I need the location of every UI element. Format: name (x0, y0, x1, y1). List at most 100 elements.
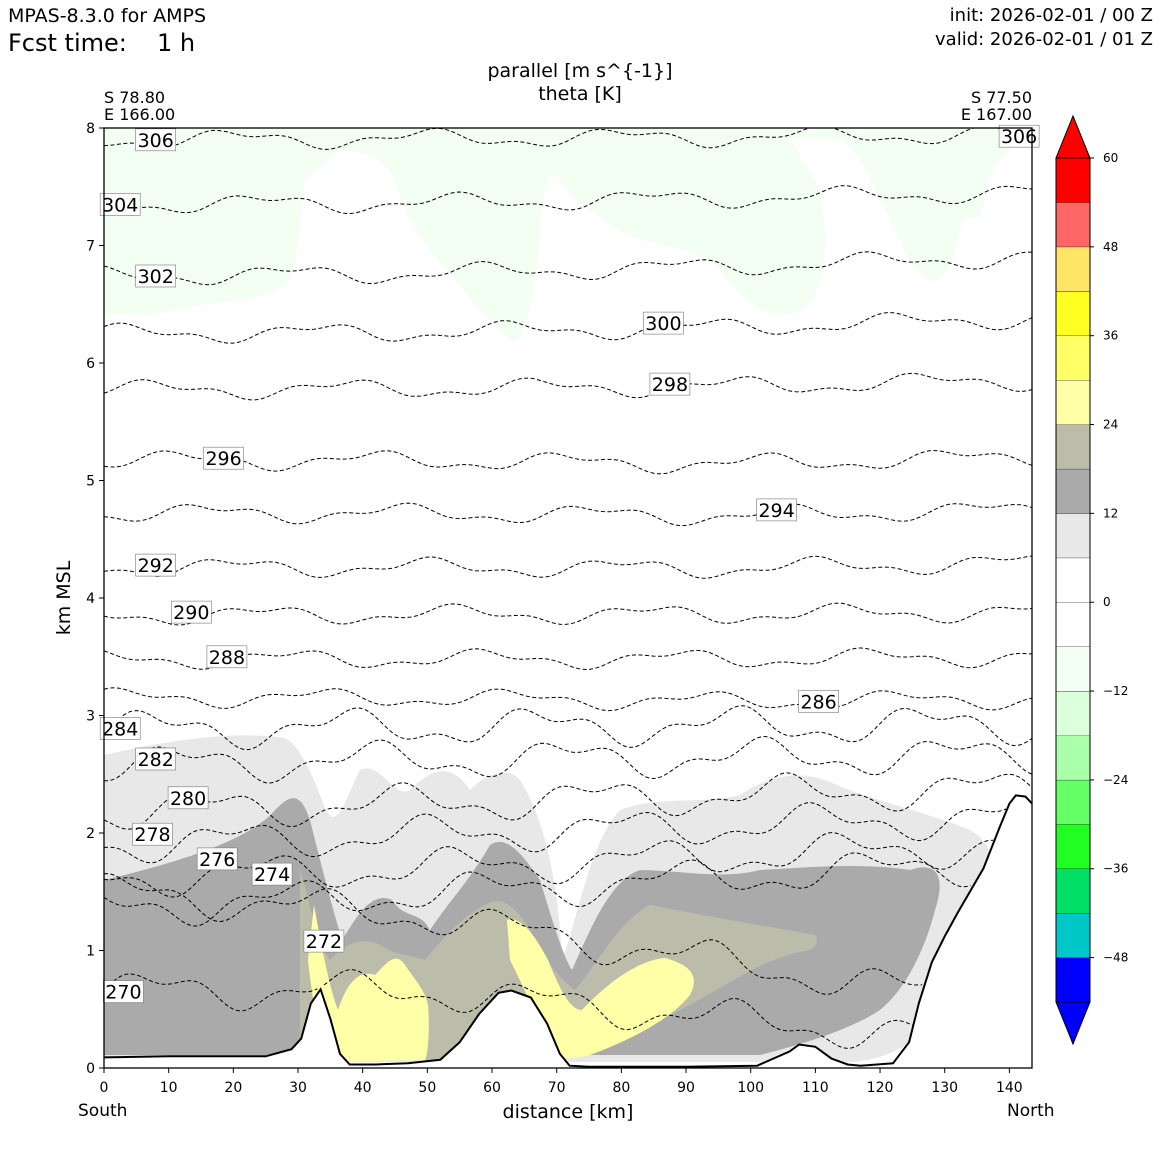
chart-subtitle: theta [K] (538, 83, 622, 105)
colorbar-tick-label: 60 (1103, 151, 1118, 165)
x-axis: 0 10 20 30 40 50 60 70 80 90 100 110 120 130 140 (100, 1068, 1023, 1096)
theta-label-text: 306 (138, 130, 174, 152)
end-latitude: S 77.50 (970, 88, 1032, 107)
x-tick-label: 140 (996, 1080, 1023, 1096)
start-longitude: E 166.00 (104, 105, 176, 124)
theta-label-text: 292 (138, 555, 174, 577)
north-label: North (1007, 1101, 1055, 1121)
colorbar-tick-label: 36 (1103, 329, 1118, 343)
x-tick-label: 90 (677, 1080, 695, 1096)
theta-label-282: 282 (135, 747, 176, 771)
y-tick-label: 7 (86, 239, 95, 255)
start-latitude: S 78.80 (104, 88, 166, 107)
forecast-time-label: Fcst time: (8, 29, 127, 57)
fill-below-terrain (104, 795, 1032, 1068)
theta-contour-272 (104, 873, 923, 995)
theta-label-text: 284 (102, 718, 138, 740)
theta-label-278: 278 (132, 822, 173, 846)
theta-label-text: 278 (134, 824, 170, 846)
theta-label-306: 306 (135, 128, 176, 152)
colorbar-segment (1056, 868, 1090, 914)
colorbar-under-arrow (1055, 1001, 1091, 1046)
theta-label-304: 304 (99, 193, 141, 216)
y-tick-label: 0 (86, 1061, 95, 1077)
theta-contour-304 (104, 185, 1032, 214)
theta-contour-292 (104, 555, 1032, 579)
theta-contour-282 (104, 735, 1032, 784)
colorbar-segment (1056, 380, 1090, 425)
theta-label-box (99, 193, 141, 216)
colorbar-segment (1056, 202, 1090, 247)
colorbar-over-arrow (1055, 114, 1091, 159)
y-tick-label: 6 (86, 356, 95, 372)
theta-label-box (206, 645, 248, 669)
x-tick-label: 100 (737, 1080, 764, 1096)
x-tick-label: 70 (548, 1080, 566, 1096)
model-title: MPAS-8.3.0 for AMPS (8, 5, 207, 27)
theta-label-box (203, 446, 244, 470)
theta-label-300: 300 (643, 311, 684, 335)
theta-contour-284 (104, 705, 1032, 751)
theta-label-text: 306 (1001, 126, 1037, 148)
colorbar-segment (1056, 424, 1090, 469)
theta-label-276: 276 (196, 847, 238, 871)
colorbar-tick-label: 12 (1103, 506, 1118, 520)
theta-label-270: 270 (103, 980, 144, 1004)
theta-label-306: 306 (998, 124, 1040, 148)
theta-label-text: 288 (209, 647, 245, 669)
south-label: South (78, 1101, 128, 1121)
wind-fill-layer (104, 128, 1032, 1068)
theta-label-272: 272 (303, 929, 345, 953)
theta-label-286: 286 (798, 690, 839, 713)
init-time: init: 2026-02-01 / 00 Z (949, 5, 1153, 26)
theta-label-302: 302 (135, 264, 176, 288)
theta-contour-280 (104, 772, 1032, 830)
theta-label-text: 296 (205, 448, 241, 470)
theta-label-text: 282 (138, 749, 174, 771)
theta-label-text: 280 (170, 788, 206, 810)
colorbar-segment (1056, 335, 1090, 381)
theta-label-294: 294 (756, 498, 797, 522)
fill-pale-yellow (308, 905, 694, 1062)
forecast-time-value: 1 h (157, 29, 196, 57)
end-longitude: E 167.00 (960, 105, 1032, 124)
theta-label-box (99, 717, 141, 740)
colorbar-segment (1056, 646, 1090, 691)
theta-label-290: 290 (171, 600, 212, 624)
colorbar-segment (1056, 158, 1090, 203)
theta-label-box (303, 929, 345, 953)
theta-label-text: 274 (254, 864, 290, 886)
x-tick-label: 120 (867, 1080, 894, 1096)
theta-label-box (132, 822, 173, 846)
colorbar-segment (1056, 735, 1090, 780)
fill-olive-gray (300, 870, 817, 1060)
theta-label-box (135, 747, 176, 771)
theta-label-box (643, 311, 684, 335)
colorbar-segment (1056, 602, 1090, 647)
colorbar: −48 −36 −24 −12 0 12 24 36 48 60 (1055, 114, 1128, 1046)
theta-label-274: 274 (251, 862, 293, 886)
x-axis-label: distance [km] (503, 1101, 634, 1123)
colorbar-segment (1056, 691, 1090, 736)
theta-contour-294 (104, 502, 1032, 527)
terrain-line (103, 794, 1033, 1068)
theta-label-text: 272 (306, 931, 342, 953)
colorbar-segment (1056, 824, 1090, 869)
theta-label-text: 300 (645, 313, 681, 335)
theta-contour-286 (104, 687, 1032, 712)
chart-title: parallel [m s^{-1}] (487, 60, 673, 82)
theta-label-text: 276 (199, 849, 235, 871)
x-tick-label: 20 (224, 1080, 242, 1096)
theta-label-text: 290 (173, 602, 209, 624)
theta-label-296: 296 (203, 446, 244, 470)
theta-label-text: 298 (652, 374, 688, 396)
theta-label-text: 286 (800, 691, 836, 713)
valid-time: valid: 2026-02-01 / 01 Z (935, 29, 1153, 50)
theta-label-box (135, 128, 176, 152)
theta-label-box (135, 264, 176, 288)
fill-light-green-upper (104, 128, 1032, 342)
x-tick-label: 130 (931, 1080, 958, 1096)
x-tick-label: 40 (354, 1080, 372, 1096)
theta-label-298: 298 (649, 372, 691, 396)
